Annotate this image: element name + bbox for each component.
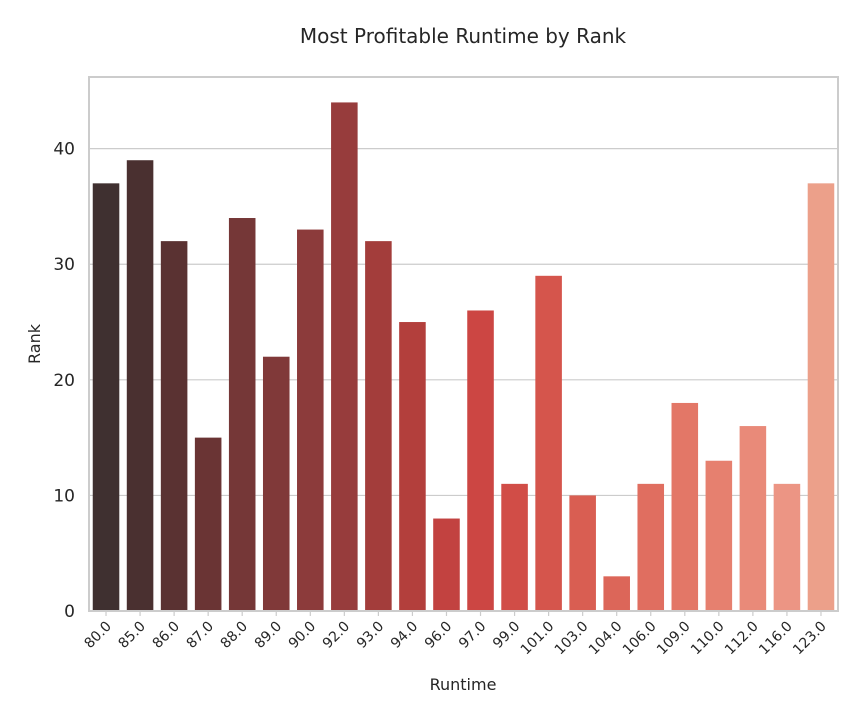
- bar: [433, 518, 460, 611]
- bar: [92, 183, 120, 612]
- plot-frame: [88, 76, 839, 612]
- bar: [671, 402, 699, 611]
- bar: [807, 183, 835, 612]
- y-tick-label: 10: [53, 486, 75, 506]
- x-tick-label: 116.0: [756, 619, 796, 659]
- bar: [228, 218, 256, 611]
- bar: [194, 437, 222, 611]
- x-tick-label: 93.0: [354, 619, 387, 652]
- x-tick-label: 89.0: [252, 619, 285, 652]
- bar: [365, 241, 392, 611]
- x-tick-label: 104.0: [586, 619, 626, 659]
- chart-title: Most Profitable Runtime by Rank: [300, 24, 627, 48]
- y-tick-label: 30: [53, 255, 75, 275]
- x-tick-label: 80.0: [81, 619, 114, 652]
- bar: [467, 310, 494, 611]
- y-tick-label: 0: [64, 602, 75, 622]
- bar: [739, 426, 767, 611]
- x-tick-label: 92.0: [320, 619, 353, 652]
- x-tick-label: 101.0: [518, 619, 558, 659]
- x-tick-label: 88.0: [218, 619, 251, 652]
- bar: [399, 322, 426, 611]
- bar: [160, 241, 188, 611]
- bar: [705, 460, 733, 611]
- y-tick-label: 40: [53, 140, 75, 160]
- x-tick-label: 96.0: [422, 619, 455, 652]
- x-tick-label: 112.0: [722, 619, 762, 659]
- bar: [501, 483, 528, 611]
- bar: [297, 229, 324, 612]
- x-axis-label: Runtime: [430, 675, 497, 694]
- bar: [535, 275, 562, 611]
- x-tick-label: 86.0: [150, 619, 183, 652]
- x-tick-label: 123.0: [790, 619, 830, 659]
- x-tick-label: 90.0: [286, 619, 319, 652]
- x-tick-label: 109.0: [654, 619, 694, 659]
- bar: [637, 483, 665, 611]
- bar: [126, 160, 154, 612]
- x-tick-label: 85.0: [116, 619, 149, 652]
- bar: [569, 495, 596, 611]
- y-axis-label: Rank: [25, 323, 44, 364]
- y-axis-ticks: 0 10 20 30 40: [53, 140, 75, 622]
- x-tick-label: 106.0: [620, 619, 660, 659]
- bar: [262, 356, 290, 611]
- x-tick-label: 97.0: [456, 619, 489, 652]
- bar: [603, 576, 630, 611]
- bar: [773, 483, 801, 611]
- bar: [331, 102, 358, 611]
- bars: [92, 102, 835, 612]
- x-tick-label: 103.0: [552, 619, 592, 659]
- x-tick-label: 110.0: [688, 619, 728, 659]
- y-tick-label: 20: [53, 371, 75, 391]
- x-tick-label: 87.0: [184, 619, 217, 652]
- x-axis-ticks: 80.0 85.0 86.0 87.0 88.0 89.0 90.0 92.0 93.0 94.0…: [81, 611, 830, 659]
- x-tick-label: 94.0: [388, 619, 421, 652]
